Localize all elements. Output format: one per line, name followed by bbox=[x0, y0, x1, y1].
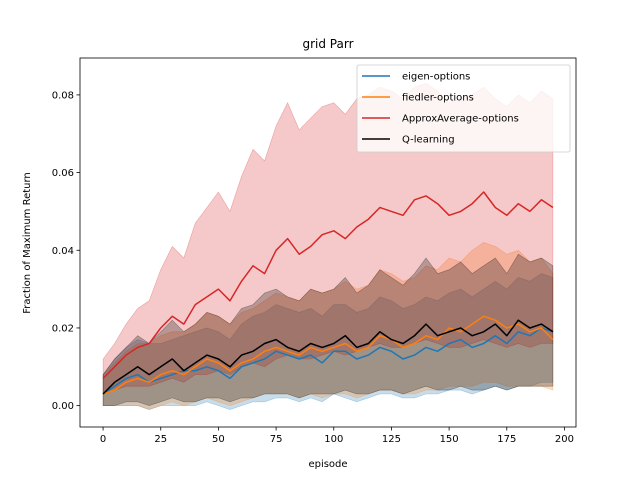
legend-label: fiedler-options bbox=[402, 93, 474, 104]
y-tick-label: 0.04 bbox=[52, 246, 74, 257]
y-axis-label: Fraction of Maximum Return bbox=[22, 172, 33, 314]
x-axis-ticks: 0 25 50 75 100 125 150 175 200 bbox=[100, 427, 574, 445]
legend-label: Q-learning bbox=[402, 135, 455, 146]
confidence-bands bbox=[102, 82, 554, 410]
x-tick-label: 125 bbox=[382, 434, 401, 445]
legend-label: eigen-options bbox=[402, 72, 470, 83]
x-tick-label: 175 bbox=[497, 434, 516, 445]
x-tick-label: 25 bbox=[154, 434, 167, 445]
x-tick-label: 100 bbox=[324, 434, 343, 445]
line-fiedler-options bbox=[102, 315, 554, 395]
chart-title: grid Parr bbox=[302, 37, 353, 51]
plot-frame bbox=[79, 57, 577, 428]
line-q-learning bbox=[102, 319, 554, 395]
x-tick-label: 0 bbox=[100, 434, 106, 445]
series-lines bbox=[102, 191, 554, 395]
x-tick-label: 200 bbox=[555, 434, 574, 445]
legend-box bbox=[356, 64, 571, 153]
y-tick-label: 0.08 bbox=[52, 90, 74, 101]
band-fiedler-options bbox=[102, 242, 554, 410]
line-approxaverage-options bbox=[102, 191, 554, 379]
x-tick-label: 50 bbox=[212, 434, 225, 445]
y-tick-label: 0.00 bbox=[52, 401, 74, 412]
x-tick-label: 150 bbox=[440, 434, 459, 445]
band-eigen-options bbox=[102, 273, 554, 410]
y-tick-label: 0.06 bbox=[52, 168, 74, 179]
band-q-learning bbox=[102, 253, 554, 406]
x-tick-label: 75 bbox=[270, 434, 283, 445]
legend: eigen-options fiedler-options ApproxAverag… bbox=[356, 64, 571, 153]
x-axis-label: episode bbox=[308, 459, 347, 470]
legend-label: ApproxAverage-options bbox=[402, 114, 519, 125]
y-axis-ticks: 0.00 0.02 0.04 0.06 0.08 bbox=[52, 90, 80, 412]
y-tick-label: 0.02 bbox=[52, 323, 74, 334]
